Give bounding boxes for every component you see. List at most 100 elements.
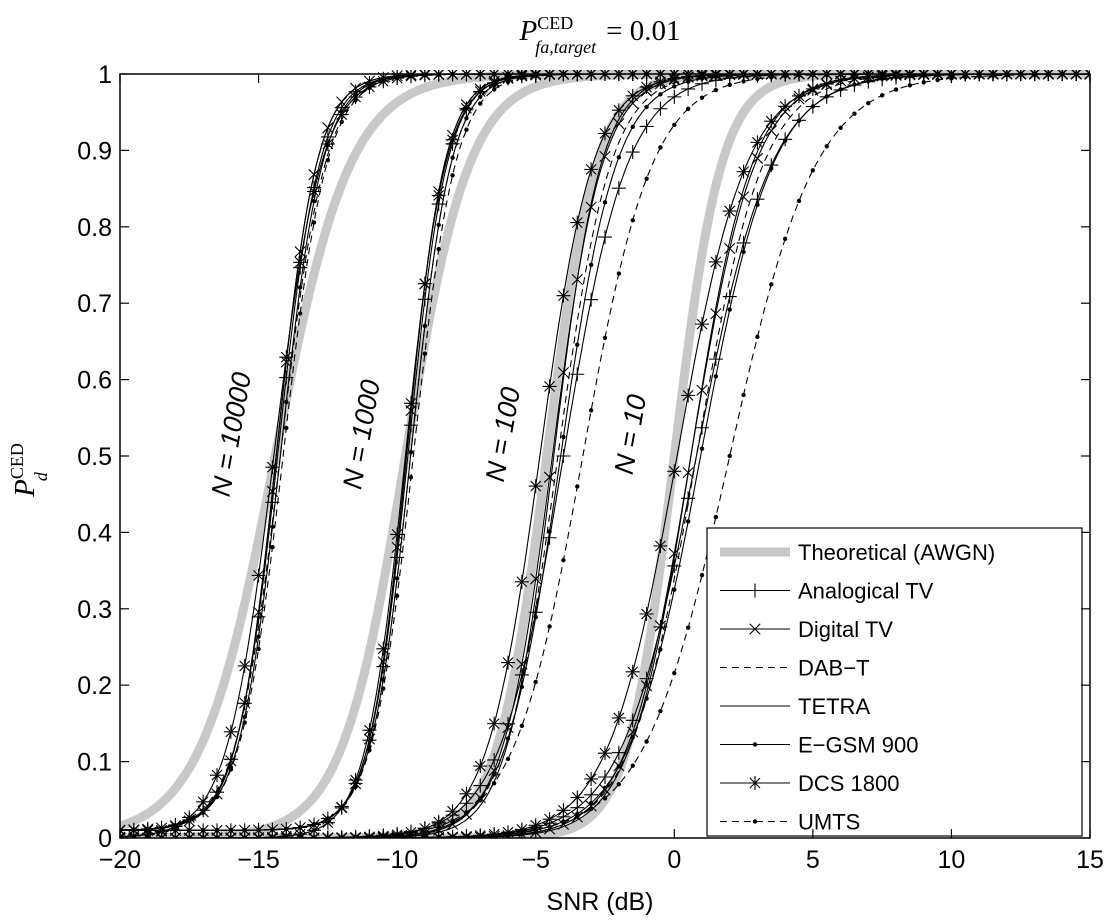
star-marker xyxy=(681,70,696,84)
dot-marker xyxy=(769,75,774,80)
dot-marker xyxy=(478,798,483,803)
star-marker xyxy=(293,255,308,270)
plus-marker xyxy=(639,119,654,134)
dot-marker xyxy=(491,772,497,777)
dot-marker xyxy=(575,814,580,819)
legend-label: UMTS xyxy=(798,810,860,835)
dot-marker xyxy=(685,106,691,112)
dot-marker xyxy=(394,576,400,581)
dot-marker xyxy=(505,831,511,836)
dot-marker xyxy=(602,796,608,801)
star-marker xyxy=(653,538,668,553)
dot-marker xyxy=(381,79,386,84)
dot-marker xyxy=(644,104,649,110)
dot-marker xyxy=(921,80,926,85)
star-marker xyxy=(459,101,474,116)
x-marker xyxy=(749,623,761,635)
star-marker xyxy=(570,790,585,805)
dot-marker xyxy=(644,696,649,701)
dot-marker xyxy=(672,670,677,676)
dot-marker xyxy=(672,122,677,128)
x-tick-label: 10 xyxy=(938,846,966,874)
dot-marker xyxy=(450,173,455,178)
legend-label: DAB−T xyxy=(798,656,870,681)
plus-marker xyxy=(279,370,294,385)
dot-marker xyxy=(782,74,788,79)
dot-marker xyxy=(838,125,843,130)
dot-marker xyxy=(630,735,635,740)
dot-marker xyxy=(602,785,608,790)
plus-marker xyxy=(390,550,405,565)
star-marker xyxy=(556,288,571,303)
dot-marker xyxy=(353,97,358,103)
dot-marker xyxy=(159,828,164,833)
dot-marker xyxy=(782,138,788,143)
dot-marker xyxy=(741,392,746,398)
dot-marker xyxy=(588,806,594,812)
star-marker xyxy=(695,70,709,83)
dot-marker xyxy=(630,763,635,768)
dot-marker xyxy=(436,834,441,838)
dot-marker xyxy=(311,821,317,827)
dot-marker xyxy=(450,818,455,823)
dot-marker xyxy=(727,82,732,88)
x-marker xyxy=(710,308,722,320)
dot-marker xyxy=(242,827,247,833)
dot-marker xyxy=(588,262,594,268)
dot-marker xyxy=(685,625,691,630)
legend-box xyxy=(706,527,1083,837)
plus-marker xyxy=(653,101,668,116)
star-marker xyxy=(875,70,890,84)
legend-entry: Theoretical (AWGN) xyxy=(720,540,995,565)
dot-marker xyxy=(214,794,220,800)
dot-marker xyxy=(658,708,663,714)
dot-marker xyxy=(422,827,428,833)
y-tick-label: 0.8 xyxy=(77,214,112,242)
plus-marker xyxy=(748,583,762,598)
plus-marker xyxy=(598,769,612,784)
star-marker xyxy=(501,71,515,86)
dot-marker xyxy=(658,647,663,652)
dot-marker xyxy=(699,446,705,451)
dot-marker xyxy=(408,475,414,480)
dot-marker xyxy=(325,157,331,163)
dot-marker xyxy=(644,176,649,181)
dot-marker xyxy=(796,118,802,123)
dot-marker xyxy=(228,828,234,833)
star-marker xyxy=(528,818,543,833)
y-tick-label: 0.3 xyxy=(77,596,112,624)
x-tick-label: 15 xyxy=(1076,846,1104,874)
plus-marker xyxy=(625,713,640,728)
dot-marker xyxy=(976,74,982,79)
star-marker xyxy=(223,724,238,739)
dot-marker xyxy=(575,484,580,489)
plus-marker xyxy=(611,181,626,196)
dot-marker xyxy=(297,285,303,290)
star-marker xyxy=(459,786,474,801)
y-tick-label: 0.2 xyxy=(77,672,112,700)
x-tick-label: −15 xyxy=(237,846,279,874)
star-marker xyxy=(708,70,723,82)
dot-marker xyxy=(561,558,566,563)
plus-marker xyxy=(404,418,418,433)
dot-marker xyxy=(907,83,913,88)
star-marker xyxy=(748,776,762,790)
dot-marker xyxy=(270,524,275,530)
dot-marker xyxy=(547,624,552,629)
star-marker xyxy=(847,71,862,86)
series-curve xyxy=(120,73,1090,838)
star-marker xyxy=(265,460,280,475)
star-marker xyxy=(805,81,820,96)
dot-marker xyxy=(270,827,275,832)
dot-marker xyxy=(533,614,538,620)
dot-marker xyxy=(270,544,275,550)
dot-marker xyxy=(381,686,386,691)
dot-marker xyxy=(547,824,552,829)
dot-marker xyxy=(214,828,220,833)
dot-marker xyxy=(436,246,441,252)
plus-marker xyxy=(584,292,599,307)
dot-marker xyxy=(866,100,871,106)
legend-entry: DCS 1800 xyxy=(720,771,900,796)
